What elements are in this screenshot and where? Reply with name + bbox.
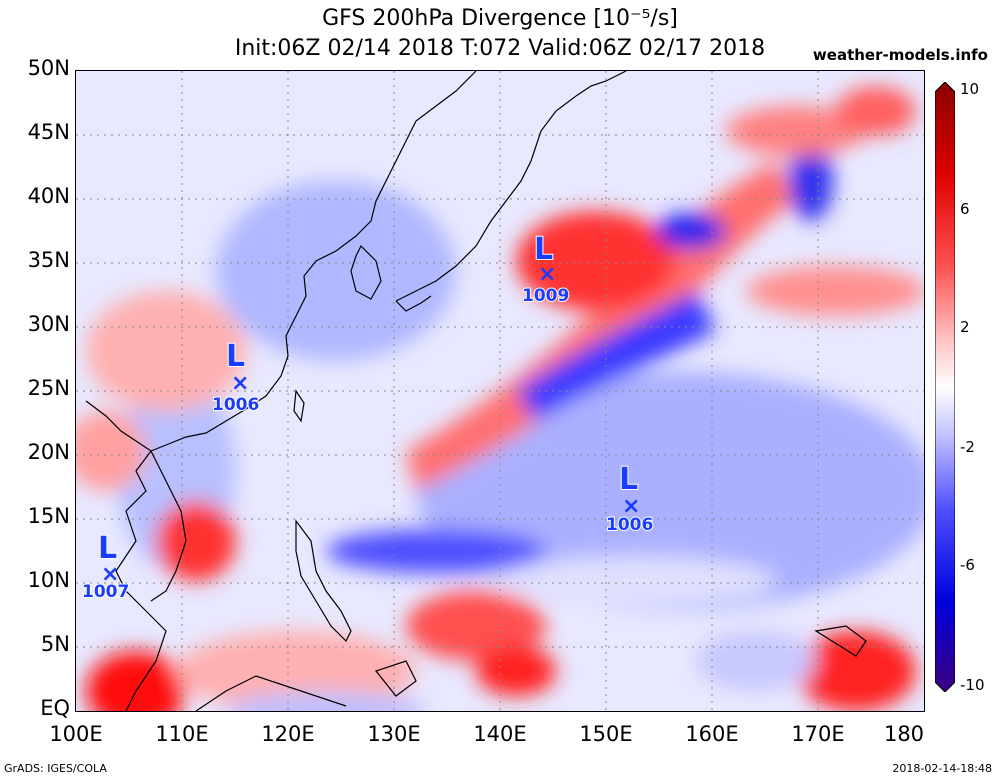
lat-gridlines: [76, 134, 924, 648]
divergence-map: L × 1009 L × 1006 L × 1006 L × 1007: [76, 71, 924, 711]
low-letter: L: [619, 462, 638, 497]
low-letter: L: [226, 339, 245, 374]
lat-label-15n: 15N: [27, 504, 70, 528]
low-center-x: ×: [101, 562, 119, 587]
colorbar-label-10: 10: [960, 80, 980, 98]
lat-label-30n: 30N: [27, 312, 70, 336]
low-pressure-label: 1006: [212, 395, 259, 415]
low-marker-1007: L × 1007: [81, 530, 130, 603]
coastlines: [85, 71, 867, 711]
lon-label-170e: 170E: [791, 722, 845, 746]
lon-label-110e: 110E: [155, 722, 209, 746]
lat-label-40n: 40N: [27, 184, 70, 208]
lat-label-25n: 25N: [27, 376, 70, 400]
lat-label-10n: 10N: [27, 568, 70, 592]
lon-label-180: 180: [883, 722, 925, 746]
lon-label-140e: 140E: [473, 722, 527, 746]
lon-label-100e: 100E: [49, 722, 103, 746]
lon-label-120e: 120E: [261, 722, 315, 746]
low-pressure-label: 1007: [82, 582, 129, 602]
footer-timestamp: 2018-02-14-18:48: [892, 762, 992, 775]
colorbar-label-neg10: -10: [960, 676, 985, 694]
lon-label-130e: 130E: [367, 722, 421, 746]
low-marker-1006-east: L × 1006: [605, 461, 654, 536]
divergence-field: [76, 86, 924, 711]
colorbar-label-2: 2: [960, 318, 970, 336]
colorbar-label-6: 6: [960, 200, 970, 218]
lat-label-50n: 50N: [27, 56, 70, 80]
low-center-x: ×: [231, 371, 249, 396]
low-marker-1006-west: L × 1006: [211, 338, 260, 416]
low-pressure-label: 1009: [522, 286, 569, 306]
lon-label-160e: 160E: [685, 722, 739, 746]
lat-label-45n: 45N: [27, 120, 70, 144]
colorbar: [935, 82, 955, 692]
low-center-x: ×: [622, 494, 640, 519]
lat-label-5n: 5N: [40, 632, 70, 656]
colorbar-scale: [935, 82, 955, 692]
low-letter: L: [534, 232, 553, 267]
chart-subtitle: Init:06Z 02/14 2018 T:072 Valid:06Z 02/1…: [234, 36, 766, 61]
low-markers: L × 1009 L × 1006 L × 1006 L × 1007: [81, 231, 654, 603]
lon-label-150e: 150E: [579, 722, 633, 746]
lon-gridlines: [181, 71, 819, 711]
low-pressure-label: 1006: [606, 515, 653, 535]
lat-label-20n: 20N: [27, 440, 70, 464]
low-marker-1009: L × 1009: [521, 231, 570, 307]
lat-label-35n: 35N: [27, 248, 70, 272]
lat-label-eq: EQ: [40, 696, 70, 720]
colorbar-label-neg6: -6: [960, 556, 975, 574]
map-panel: L × 1009 L × 1006 L × 1006 L × 1007: [75, 70, 925, 712]
colorbar-label-neg2: -2: [960, 438, 975, 456]
low-letter: L: [98, 531, 117, 566]
low-center-x: ×: [538, 262, 556, 287]
footer-credit: GrADS: IGES/COLA: [4, 762, 107, 775]
site-watermark: weather-models.info: [812, 46, 988, 64]
chart-title: GFS 200hPa Divergence [10⁻⁵/s]: [322, 6, 678, 31]
